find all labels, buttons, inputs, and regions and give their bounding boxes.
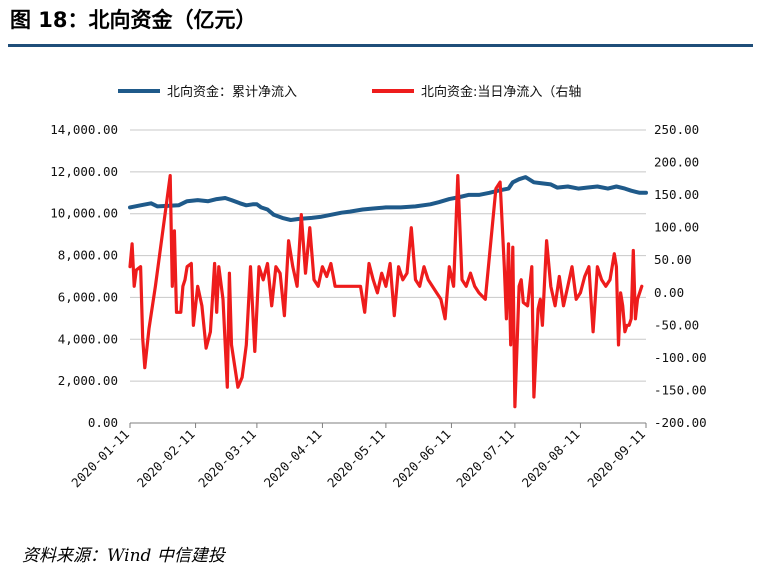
right-tick-label: 200.00 — [654, 155, 699, 170]
figure-title: 图 18：北向资金（亿元） — [10, 8, 257, 32]
right-tick-label: 150.00 — [654, 187, 699, 202]
left-axis-ticks: 0.00 2,000.00 4,000.00 6,000.00 8,000.00 10,0… — [50, 122, 118, 430]
legend-label: 北向资金：累计净流入 — [167, 84, 297, 100]
x-tick-label: 2020-06-11 — [390, 427, 454, 491]
left-tick-label: 14,000.00 — [50, 122, 118, 137]
series — [128, 174, 648, 409]
right-tick-label: -50.00 — [654, 317, 699, 332]
x-tick-label: 2020-04-11 — [261, 427, 325, 491]
x-tick-label: 2020-09-11 — [584, 427, 648, 491]
right-tick-label: -200.00 — [654, 415, 707, 430]
right-tick-label: 0.00 — [654, 285, 684, 300]
right-tick-label: -150.00 — [654, 382, 707, 397]
left-tick-label: 10,000.00 — [50, 206, 118, 221]
x-tick-label: 2020-05-11 — [324, 427, 388, 491]
left-tick-label: 2,000.00 — [58, 373, 118, 388]
right-tick-label: 50.00 — [654, 252, 692, 267]
x-tick-label: 2020-07-11 — [453, 427, 517, 491]
left-tick-label: 8,000.00 — [58, 248, 118, 263]
x-tick-label: 2020-02-11 — [134, 427, 198, 491]
x-tick-label: 2020-08-11 — [519, 427, 583, 491]
legend-label: 北向资金:当日净流入（右轴 — [421, 84, 581, 100]
title-rule — [8, 44, 753, 47]
right-tick-label: 100.00 — [654, 220, 699, 235]
left-tick-label: 12,000.00 — [50, 164, 118, 179]
right-tick-label: 250.00 — [654, 122, 699, 137]
legend: 北向资金：累计净流入 北向资金:当日净流入（右轴 — [118, 84, 581, 100]
x-tick-label: 2020-01-11 — [68, 427, 132, 491]
cumulative-inflow-line — [128, 175, 648, 222]
left-tick-label: 0.00 — [88, 415, 118, 430]
right-axis-ticks: -200.00 -150.00 -100.00 -50.00 0.00 50.00 100.… — [654, 122, 707, 430]
x-tick-label: 2020-03-11 — [195, 427, 259, 491]
left-tick-label: 4,000.00 — [58, 331, 118, 346]
daily-inflow-line — [128, 174, 644, 409]
left-tick-label: 6,000.00 — [58, 289, 118, 304]
right-tick-label: -100.00 — [654, 350, 707, 365]
source-note: 资料来源：Wind 中信建投 — [22, 546, 225, 566]
